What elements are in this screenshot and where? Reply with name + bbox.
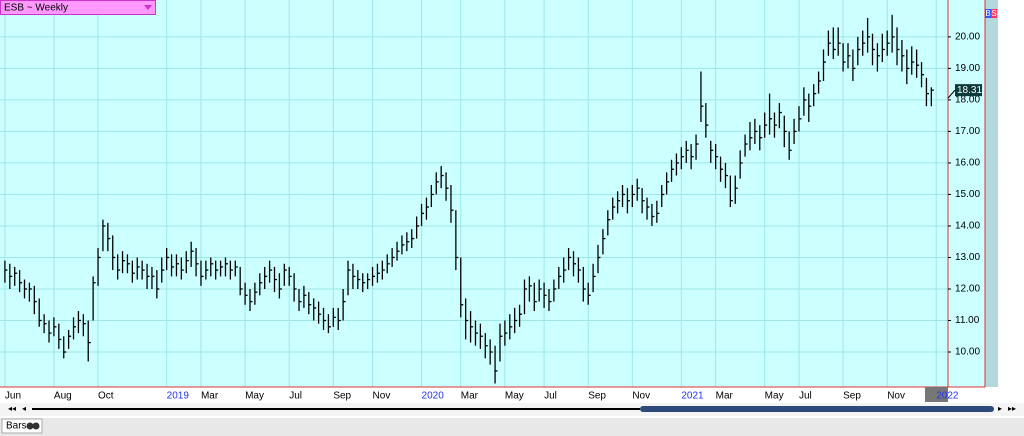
x-tick-label: Aug [54,391,72,402]
tab-icon [32,422,40,430]
y-tick-label: 19.00 [955,63,980,74]
x-tick-label: May [765,391,784,402]
scroll-thumb[interactable] [640,406,994,412]
scroll-right[interactable]: ▸ [998,404,1002,413]
y-tick-label: 11.00 [955,315,980,326]
sell-label: S [991,9,996,18]
last-price-label: 18.31 [957,85,982,96]
x-tick-label: Mar [461,391,479,402]
y-tick-label: 13.00 [955,252,980,263]
x-tick-label: Jul [544,391,557,402]
x-tick-label: Sep [333,391,351,402]
y-tick-label: 12.00 [955,284,980,295]
x-tick-label: Nov [632,391,650,402]
x-tick-label: 2020 [422,391,445,402]
last-price-pointer [947,89,956,99]
y-tick-label: 18.00 [955,95,980,106]
x-tick-label: May [505,391,524,402]
y-tick-label: 20.00 [955,32,980,43]
x-tick-label: Sep [843,391,861,402]
y-tick-label: 15.00 [955,189,980,200]
status-tab[interactable] [1,418,43,434]
x-tick-label: Jun [5,391,21,402]
status-bar [0,418,1024,436]
last-price-box [955,84,982,97]
buy-button[interactable] [985,9,991,18]
x-tick-label: Oct [98,391,114,402]
x-tick-label: Nov [373,391,391,402]
y-tick-label: 14.00 [955,221,980,232]
side-strip [985,0,998,387]
x-tick-label: Jul [799,391,812,402]
current-period-box [925,387,948,402]
scroll-end[interactable]: ▸▸ [1008,404,1016,413]
scroll-start[interactable]: ◂◂ [8,404,16,413]
y-tick-label: 16.00 [955,158,980,169]
x-tick-label: Mar [716,391,734,402]
x-tick-label: Mar [201,391,219,402]
buy-label: B [985,9,990,18]
status-tab-label: Bars [6,421,27,432]
scroll-left[interactable]: ◂ [22,404,26,413]
tab-icon [26,422,34,430]
y-tick-label: 10.00 [955,347,980,358]
plot-background [0,0,985,387]
bars [4,14,934,384]
x-tick-label: Nov [887,391,905,402]
sell-button[interactable] [991,9,997,18]
x-tick-label: May [245,391,264,402]
x-tick-label: Sep [588,391,606,402]
x-tick-label: Jul [289,391,302,402]
symbol-dropdown[interactable] [0,0,156,15]
chart-title: ESB ~ Weekly [4,3,68,14]
x-tick-label: 2021 [681,391,704,402]
dropdown-arrow [144,5,152,10]
x-tick-label: 2019 [167,391,190,402]
y-tick-label: 17.00 [955,126,980,137]
x-tick-label: 2022 [936,391,959,402]
